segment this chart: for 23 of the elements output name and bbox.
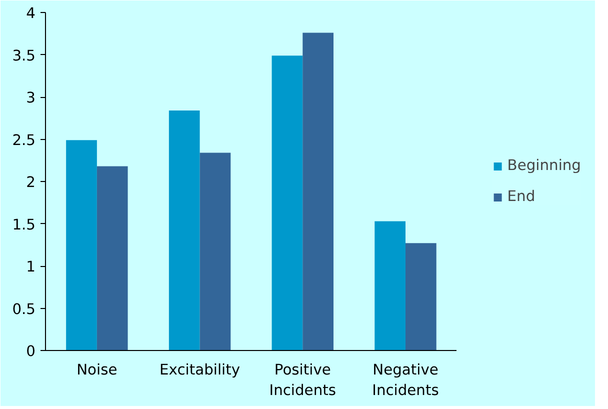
bar [66,140,97,350]
x-tick-label: Excitability [160,362,240,378]
bar [168,110,200,350]
bar [272,56,303,350]
y-tick-label: 2.5 [12,132,36,149]
y-tick-label: 3 [26,90,36,106]
legend-label: End [507,188,536,205]
legend-label: Beginning [507,157,581,174]
y-tick-label: 0.5 [12,300,36,318]
bar [374,221,406,350]
y-tick-label: 2 [26,174,36,191]
y-tick-label: 0 [26,343,36,360]
bar [406,243,436,350]
y-tick-label: 4 [26,5,36,22]
bar [200,152,231,350]
y-tick-label: 1 [26,258,36,276]
x-tick-label: Noise [76,362,118,378]
bar [96,166,128,350]
y-tick-label: 1.5 [12,216,36,234]
bar [302,32,334,350]
x-tick-label: Positive Incidents [269,362,336,399]
x-tick-label: Negative Incidents [372,362,439,399]
y-tick-label: 3.5 [12,47,36,64]
